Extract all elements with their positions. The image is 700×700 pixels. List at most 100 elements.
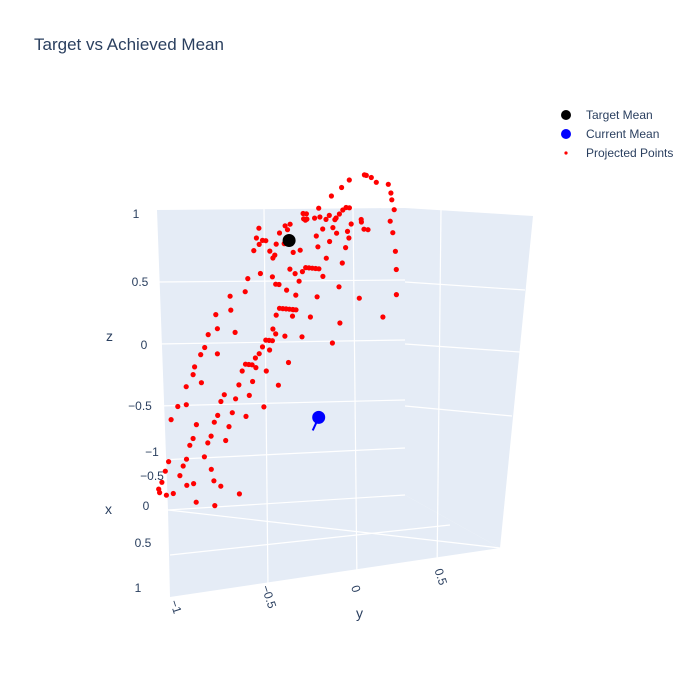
projected-points-point [356, 295, 362, 301]
legend-marker [561, 110, 571, 120]
projected-points-point [261, 404, 267, 410]
x-tick-label: −0.5 [140, 469, 164, 483]
projected-points-point [218, 483, 224, 489]
projected-points-point [297, 247, 303, 253]
projected-points-point [392, 248, 398, 254]
projected-points-point [292, 271, 298, 277]
projected-points-point [190, 372, 196, 378]
projected-points-point [251, 248, 257, 254]
grid-line [404, 343, 521, 353]
projected-points-point [314, 294, 320, 300]
projected-points-point [213, 312, 219, 318]
projected-points-point [346, 235, 352, 241]
projected-points-point [336, 211, 342, 217]
projected-points-point [389, 197, 395, 203]
back-pane-yz [405, 208, 533, 548]
projected-points-point [393, 292, 399, 298]
projected-points-point [211, 478, 217, 484]
projected-points-point [263, 368, 269, 374]
projected-points-point [312, 215, 318, 221]
projected-points-point [163, 492, 169, 498]
projected-points-point [307, 314, 313, 320]
projected-points-point [183, 402, 189, 408]
y-tick-label: −1 [167, 598, 185, 616]
projected-points-point [303, 265, 309, 271]
projected-points-point [284, 287, 290, 293]
projected-points-point [348, 221, 354, 227]
legend-label: Current Mean [586, 127, 659, 141]
projected-points-point [365, 227, 371, 233]
x-tick-label: 0 [143, 499, 150, 513]
projected-points-point [368, 174, 374, 181]
projected-points-point [201, 454, 207, 460]
projected-points-point [333, 215, 339, 221]
projected-points-point [315, 244, 321, 250]
projected-points-point [214, 326, 220, 332]
projected-points-point [243, 413, 249, 419]
projected-points-point [300, 210, 306, 217]
y-axis-title: y [356, 605, 363, 621]
current-mean-stem [311, 416, 320, 431]
projected-points-point [221, 392, 227, 398]
grid-line [167, 494, 406, 511]
projected-points-point [316, 205, 322, 211]
projected-points-point [339, 184, 345, 191]
projected-points-point [223, 437, 229, 444]
projected-points-point [227, 293, 233, 299]
legend: Target Mean Current Mean Projected Points [561, 108, 673, 160]
projected-points-point [273, 312, 279, 318]
projected-points-point [168, 417, 174, 423]
x-tick-label: 0.5 [135, 536, 152, 550]
projected-points-point [287, 266, 293, 272]
projected-points-point [236, 491, 242, 497]
legend-marker [564, 151, 568, 155]
grid-line [159, 447, 406, 461]
projected-points-point [373, 179, 379, 185]
projected-points-point [205, 440, 211, 446]
projected-points-point [215, 412, 221, 418]
projected-points-point [170, 490, 176, 497]
projected-points-point [256, 241, 262, 247]
projected-points-point [257, 270, 263, 277]
back-pane-xz [157, 208, 405, 510]
projected-points-point [320, 226, 326, 232]
projected-points-point [246, 392, 252, 398]
projected-points-point [253, 235, 259, 241]
projected-points-point [177, 473, 183, 479]
projected-points-point [273, 331, 279, 337]
projected-points-point [329, 340, 335, 346]
projected-points-point [273, 241, 279, 247]
projected-points-point [205, 332, 211, 338]
legend-marker [561, 129, 571, 139]
projected-points-point [293, 292, 299, 298]
projected-points-point [166, 459, 172, 465]
y-tick-label: 0.5 [432, 567, 451, 588]
projected-points-point [330, 225, 336, 231]
projected-points-point [317, 214, 323, 220]
projected-points-point [363, 172, 369, 178]
z-tick-label: 1 [133, 207, 140, 221]
legend-label: Projected Points [586, 146, 673, 160]
z-tick-label: −0.5 [128, 399, 152, 413]
z-tick-label: 0 [141, 338, 148, 352]
projected-points-point [183, 384, 189, 390]
x-tick-label: 1 [135, 581, 142, 595]
projected-points-point [380, 314, 386, 320]
y-tick-label: 0 [348, 583, 363, 594]
legend-label: Target Mean [586, 108, 653, 122]
projected-points-point [193, 499, 199, 505]
projected-points-point [336, 284, 342, 290]
projected-points-point [320, 273, 326, 279]
projected-points-point [270, 326, 276, 332]
projected-points-point [202, 344, 208, 351]
projected-points-point [159, 479, 165, 485]
projected-points-point [212, 503, 218, 509]
grid-line [404, 405, 513, 417]
projected-points-point [337, 320, 343, 326]
projected-points-point [218, 398, 224, 405]
projected-points-point [388, 190, 394, 196]
projected-points-point [391, 207, 397, 213]
projected-points-point [269, 274, 275, 280]
target-mean-point [282, 234, 296, 247]
floor-pane [168, 495, 500, 597]
